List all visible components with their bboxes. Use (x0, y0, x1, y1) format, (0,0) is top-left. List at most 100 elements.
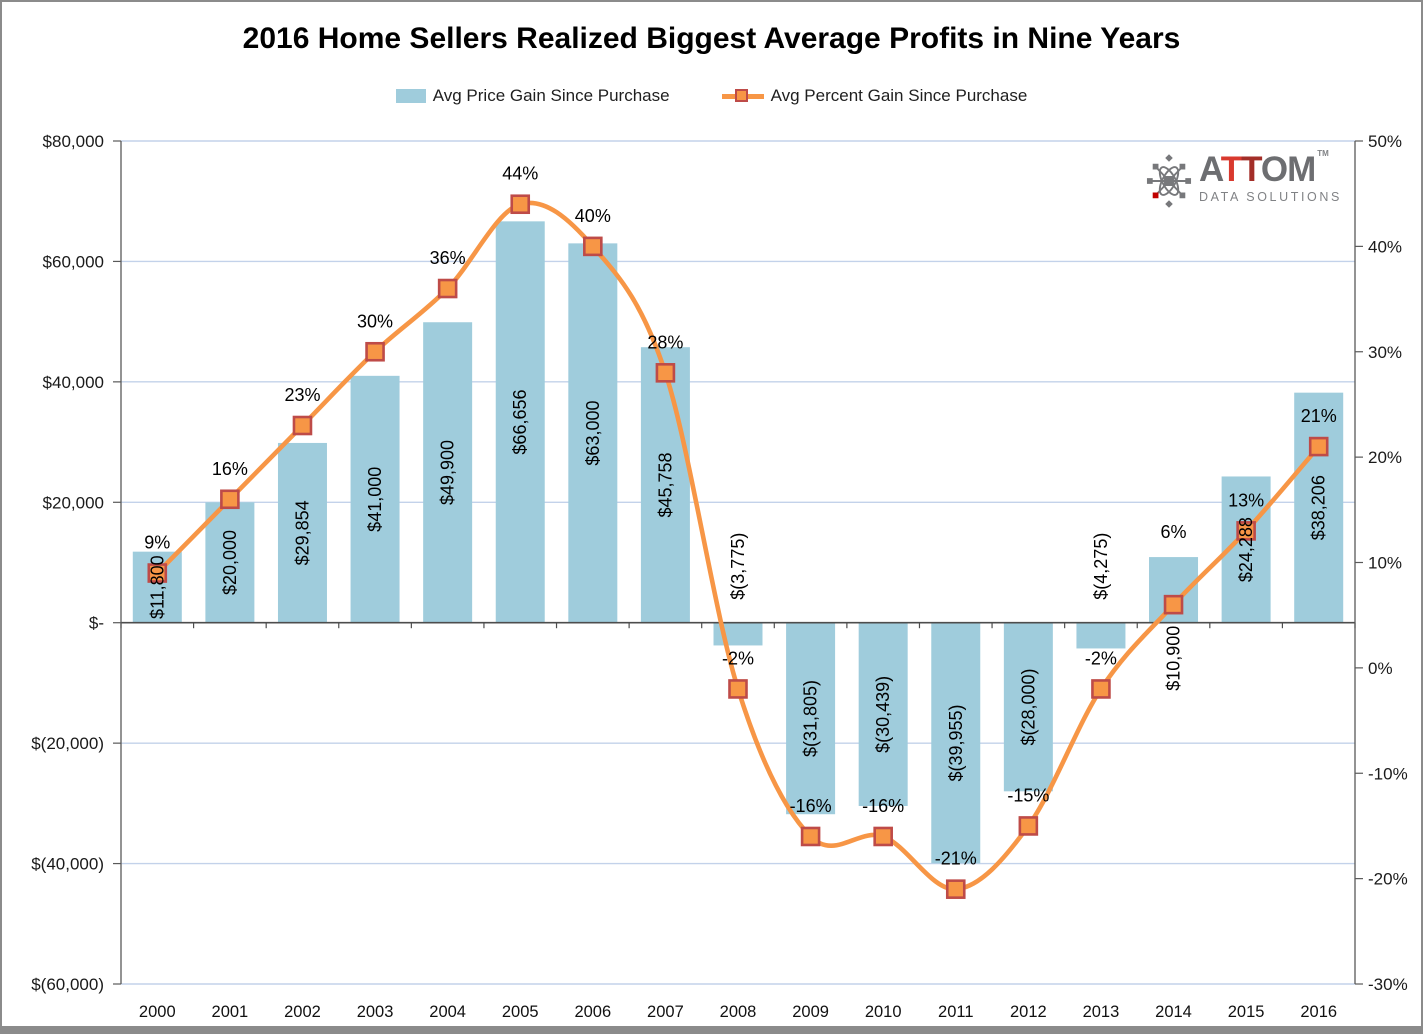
atom-icon-part (1158, 166, 1180, 196)
bar-2007 (640, 347, 690, 623)
marker-2016 (1308, 436, 1329, 457)
logo-trademark: TM (1317, 149, 1329, 158)
bar-label-2014: $10,900 (1164, 626, 1184, 691)
year-label-2001: 2001 (212, 1003, 249, 1021)
marker-2014 (1163, 594, 1184, 615)
year-label-2007: 2007 (647, 1003, 684, 1021)
atom-icon-part (1152, 192, 1159, 199)
logo-subtitle: DATA SOLUTIONS (1199, 190, 1342, 204)
pct-label-2004: 36% (430, 248, 466, 268)
pct-label-2005: 44% (502, 164, 538, 184)
bar-2001 (205, 502, 255, 623)
year-label-2013: 2013 (1083, 1003, 1120, 1021)
pct-label-2012: -15% (1007, 785, 1049, 805)
logo-letter: T (1241, 150, 1262, 189)
line-series-swatch (721, 88, 764, 105)
left-axis-tick-label: $40,000 (43, 373, 104, 392)
atom-icon-part (1164, 176, 1174, 186)
marker-2003 (365, 341, 385, 362)
bar-2003 (350, 375, 400, 623)
left-axis-tick-label: $(60,000) (31, 975, 104, 994)
logo-brand: ATTOM (1199, 152, 1316, 187)
year-label-2014: 2014 (1155, 1003, 1192, 1021)
year-label-2016: 2016 (1300, 1003, 1337, 1021)
legend-item-percent-gain: Avg Percent Gain Since Purchase (721, 86, 1028, 106)
right-axis-tick-label: -30% (1368, 975, 1408, 994)
legend-label-price-gain: Avg Price Gain Since Purchase (432, 86, 670, 105)
year-label-2008: 2008 (720, 1003, 757, 1021)
bar-series-swatch (395, 89, 426, 103)
attom-logo: ATTOM TM DATA SOLUTIONS (1146, 149, 1342, 215)
logo-letter: A (1199, 150, 1222, 189)
bar-label-2011: $(39,955) (946, 704, 966, 781)
bar-label-2016: $38,206 (1309, 475, 1329, 540)
marker-2015 (1236, 521, 1256, 541)
marker-2005 (510, 194, 531, 215)
logo-letter: O (1260, 150, 1288, 189)
right-axis-tick-label: 50% (1368, 132, 1402, 151)
year-label-2002: 2002 (284, 1003, 321, 1021)
bar-label-2007: $45,758 (655, 452, 675, 517)
bar-label-2015: $24,288 (1236, 517, 1256, 582)
bar-label-2010: $(30,439) (873, 676, 893, 753)
bar-label-2004: $49,900 (438, 440, 458, 505)
year-label-2009: 2009 (792, 1003, 829, 1021)
right-axis-tick-label: 0% (1368, 659, 1393, 678)
atom-icon-part (1179, 163, 1186, 170)
year-label-2004: 2004 (429, 1003, 466, 1021)
legend: Avg Price Gain Since Purchase Avg Percen… (2, 86, 1421, 106)
pct-label-2010: -16% (862, 796, 904, 816)
marker-2009 (800, 826, 821, 847)
logo-brand-row: ATTOM TM (1199, 149, 1342, 188)
bar-2016 (1294, 392, 1344, 623)
left-axis-tick-label: $20,000 (43, 493, 104, 512)
pct-label-2011: -21% (935, 849, 977, 869)
bar-2011 (931, 622, 981, 864)
atom-icon-part (1179, 192, 1186, 199)
legend-item-price-gain: Avg Price Gain Since Purchase (395, 86, 670, 106)
bar-2004 (423, 322, 473, 623)
left-axis-tick-label: $60,000 (43, 252, 104, 271)
marker-2000 (147, 563, 168, 583)
bar-2012 (1003, 622, 1053, 792)
bar-label-2012: $(28,000) (1018, 668, 1038, 745)
bar-label-2008: $(3,775) (728, 533, 748, 600)
left-axis-tick-label: $(20,000) (31, 734, 104, 753)
pct-label-2009: -16% (790, 796, 832, 816)
year-label-2003: 2003 (357, 1003, 394, 1021)
marker-2013 (1091, 679, 1111, 699)
atom-icon-svg (1146, 154, 1192, 208)
year-label-2005: 2005 (502, 1003, 539, 1021)
right-axis-tick-label: 40% (1368, 237, 1402, 256)
bar-label-2006: $63,000 (583, 401, 603, 466)
pct-label-2006: 40% (575, 206, 611, 226)
logo-letter: T (1220, 150, 1242, 189)
marker-2007 (655, 363, 676, 383)
bar-2013 (1076, 622, 1126, 649)
bar-2006 (568, 243, 618, 623)
year-label-2010: 2010 (865, 1003, 902, 1021)
pct-label-2001: 16% (212, 459, 248, 479)
pct-label-2002: 23% (284, 385, 320, 405)
legend-label-percent-gain: Avg Percent Gain Since Purchase (770, 86, 1028, 105)
pct-label-2013: -2% (1085, 648, 1117, 668)
bar-2002 (277, 442, 327, 623)
year-label-2012: 2012 (1010, 1003, 1047, 1021)
bar-label-2000: $11,800 (147, 555, 167, 619)
bar-2009 (786, 622, 836, 815)
year-label-2006: 2006 (574, 1003, 611, 1021)
left-axis-tick-label: $- (89, 614, 104, 633)
logo-letter: M (1287, 150, 1316, 189)
right-axis-tick-label: 10% (1368, 554, 1402, 573)
bar-label-2009: $(31,805) (801, 680, 821, 757)
marker-2001 (220, 489, 240, 510)
right-axis-tick-label: 20% (1368, 448, 1402, 467)
right-axis-tick-label: -20% (1368, 870, 1408, 889)
right-axis-tick-label: -10% (1368, 764, 1408, 783)
chart-title: 2016 Home Sellers Realized Biggest Avera… (242, 22, 1181, 55)
attom-logo-icon (1146, 152, 1192, 215)
year-label-2011: 2011 (938, 1003, 973, 1021)
pct-label-2003: 30% (357, 311, 393, 331)
